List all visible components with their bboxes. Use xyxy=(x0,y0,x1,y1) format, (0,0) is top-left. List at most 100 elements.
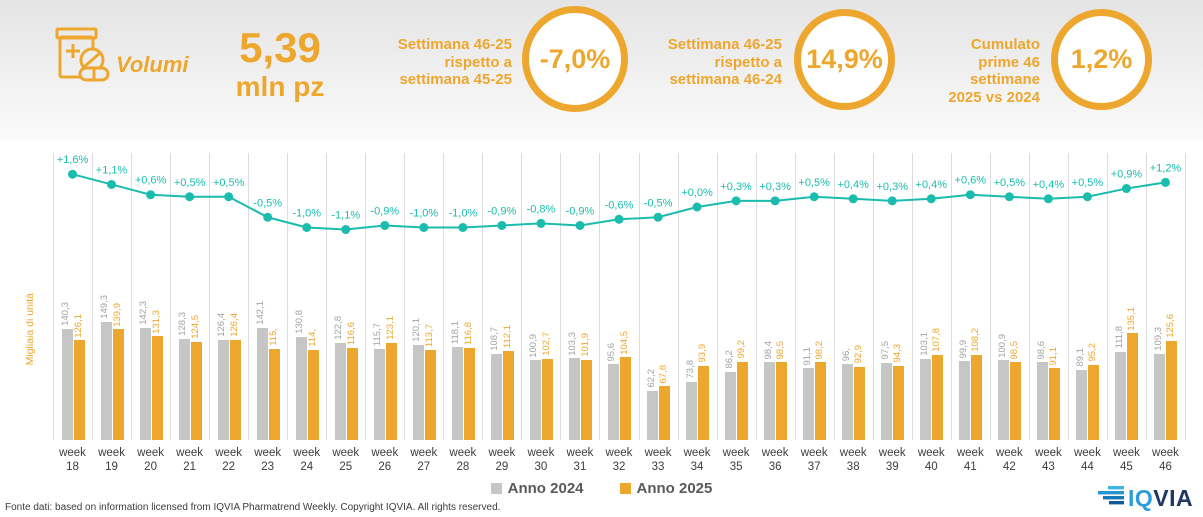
line-point-week-44 xyxy=(1082,192,1092,202)
week-column-18: 140,3 126,1 xyxy=(53,153,92,440)
line-point-week-22 xyxy=(224,192,234,202)
x-tick-number: 42 xyxy=(1002,460,1016,473)
bar-label-2025-week-30: 102,7 xyxy=(540,332,552,356)
line-point-week-33 xyxy=(653,212,663,222)
pill-bottle-icon xyxy=(55,27,110,82)
x-tick-prefix: week xyxy=(371,447,399,459)
line-label-week-26: -0,9% xyxy=(370,205,399,217)
x-tick-number: 33 xyxy=(651,460,665,473)
bar-label-2024-week-39: 97,5 xyxy=(879,341,891,360)
x-tick-number: 30 xyxy=(534,460,548,473)
bar-anno-2025-week-45 xyxy=(1127,333,1139,440)
line-label-week-23: -0,5% xyxy=(253,197,282,209)
kpi-3-value: 1,2% xyxy=(1070,44,1133,74)
x-tick-week-36: week 36 xyxy=(756,447,795,474)
line-label-week-46: +1,2% xyxy=(1150,162,1182,174)
bar-anno-2025-week-33 xyxy=(659,386,671,440)
x-tick-prefix: week xyxy=(566,447,594,459)
week-column-38: 96, 92,9 xyxy=(833,153,873,440)
bar-label-2025-week-28: 116,8 xyxy=(462,321,474,345)
x-tick-week-28: week 28 xyxy=(443,447,482,474)
week-column-39: 97,5 94,3 xyxy=(872,153,912,440)
x-tick-prefix: week xyxy=(995,447,1023,459)
week-column-20: 142,3 131,3 xyxy=(131,153,170,440)
line-label-week-44: +0,5% xyxy=(1072,177,1104,189)
bar-label-2024-week-37: 91,1 xyxy=(801,346,813,366)
bar-label-2025-week-39: 94,3 xyxy=(892,344,904,363)
bar-anno-2024-week-45 xyxy=(1115,351,1127,440)
week-column-33: 62,2 67,8 xyxy=(638,153,678,440)
line-point-week-27 xyxy=(419,223,429,232)
bar-anno-2025-week-29 xyxy=(502,351,514,440)
line-point-week-39 xyxy=(887,196,897,206)
x-tick-number: 37 xyxy=(807,460,821,473)
bar-anno-2024-week-43 xyxy=(1037,362,1049,440)
x-tick-prefix: week xyxy=(1073,447,1101,459)
line-label-week-29: -0,9% xyxy=(488,205,517,217)
x-tick-prefix: week xyxy=(332,447,360,459)
line-label-week-32: -0,6% xyxy=(605,199,634,211)
line-label-week-45: +0,9% xyxy=(1111,169,1143,181)
x-tick-number: 44 xyxy=(1081,460,1094,473)
kpi-3-label: Cumulato prime 46 settimane 2025 vs 2024 xyxy=(948,36,1040,106)
bar-label-2024-week-44: 89,1 xyxy=(1074,348,1086,367)
x-tick-week-41: week 41 xyxy=(951,447,990,474)
bar-anno-2025-week-35 xyxy=(737,361,749,440)
x-tick-number: 35 xyxy=(729,460,743,473)
x-tick-week-31: week 31 xyxy=(560,447,599,474)
x-tick-number: 46 xyxy=(1159,460,1172,473)
x-tick-prefix: week xyxy=(410,447,438,459)
bar-label-2025-week-36: 98,5 xyxy=(775,340,787,360)
iqvia-logo: IQVIA xyxy=(1098,485,1193,511)
line-point-week-38 xyxy=(848,194,858,204)
line-point-week-24 xyxy=(302,223,312,232)
bar-label-2025-week-43: 91,1 xyxy=(1048,346,1060,366)
x-tick-number: 23 xyxy=(261,460,275,473)
bar-label-2025-week-44: 95,2 xyxy=(1087,343,1099,362)
bar-anno-2024-week-29 xyxy=(490,354,502,440)
line-point-week-29 xyxy=(497,220,507,230)
bar-anno-2024-week-24 xyxy=(295,336,307,440)
x-tick-week-42: week 42 xyxy=(990,447,1029,474)
bar-anno-2025-week-27 xyxy=(424,350,436,440)
line-label-week-40: +0,4% xyxy=(916,179,948,191)
line-point-week-34 xyxy=(692,202,702,212)
legend-swatch-2024 xyxy=(490,483,502,494)
bar-anno-2024-week-40 xyxy=(920,358,932,440)
x-tick-number: 39 xyxy=(885,460,899,473)
line-label-week-42: +0,5% xyxy=(994,177,1026,189)
bar-anno-2024-week-35 xyxy=(725,371,737,440)
bar-label-2025-week-42: 98,5 xyxy=(1009,340,1021,360)
x-tick-prefix: week xyxy=(1113,447,1140,459)
x-tick-number: 32 xyxy=(612,460,626,473)
line-label-week-18: +1,6% xyxy=(57,154,89,166)
bar-label-2024-week-40: 103,1 xyxy=(918,331,930,356)
line-point-week-28 xyxy=(458,223,468,232)
bar-anno-2024-week-41 xyxy=(959,361,971,440)
bar-anno-2025-week-43 xyxy=(1049,368,1061,440)
headline-value: 5,39 xyxy=(239,24,321,71)
bar-anno-2024-week-39 xyxy=(881,362,893,440)
svg-text:IQVIA: IQVIA xyxy=(1128,485,1193,511)
x-tick-number: 31 xyxy=(573,460,587,473)
grid-right-edge xyxy=(1185,153,1186,440)
line-point-week-35 xyxy=(731,196,741,206)
bar-label-2025-week-27: 113,7 xyxy=(423,324,435,348)
bar-label-2025-week-25: 116,6 xyxy=(345,321,357,345)
x-tick-number: 19 xyxy=(105,460,118,473)
bar-label-2024-week-42: 100,9 xyxy=(996,333,1008,358)
bar-anno-2024-week-23 xyxy=(256,327,268,440)
bar-anno-2025-week-37 xyxy=(815,362,827,440)
x-tick-number: 26 xyxy=(378,460,392,473)
x-tick-prefix: week xyxy=(956,447,984,459)
bar-anno-2024-week-42 xyxy=(998,360,1010,440)
line-point-week-19 xyxy=(107,179,117,189)
line-label-week-20: +0,6% xyxy=(135,175,167,187)
bar-label-2025-week-41: 108,2 xyxy=(970,327,982,352)
line-label-week-25: -1,1% xyxy=(331,210,360,222)
bar-label-2024-week-43: 98,6 xyxy=(1035,340,1047,360)
legend-swatch-2025 xyxy=(619,483,631,494)
bar-anno-2024-week-31 xyxy=(568,358,580,440)
week-column-21: 128,3 124,5 xyxy=(170,153,209,440)
line-point-week-18 xyxy=(68,169,78,179)
